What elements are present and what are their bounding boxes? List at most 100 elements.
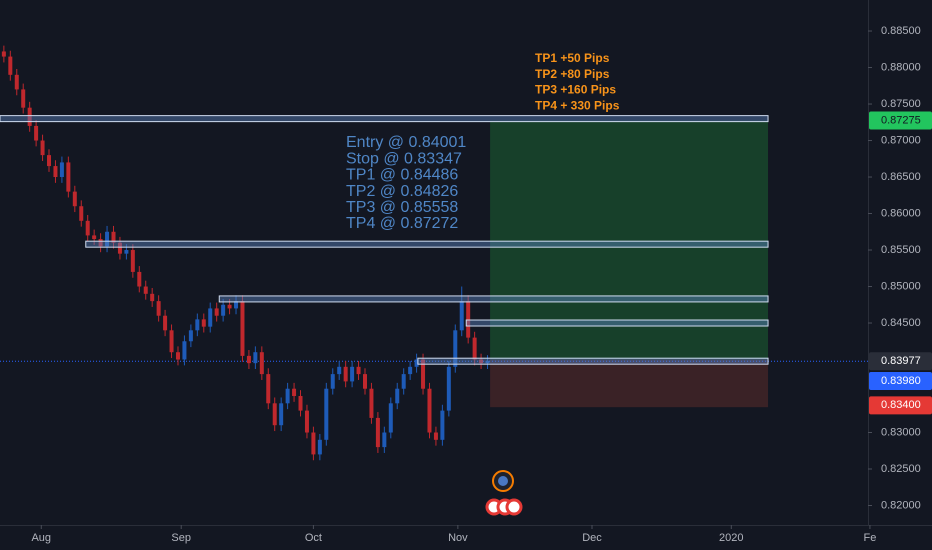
candle-body (234, 301, 239, 309)
candle-body (130, 250, 135, 272)
candle-body (21, 89, 26, 108)
price-label-box (869, 396, 932, 415)
candle-body (201, 319, 206, 327)
candle-body (137, 271, 142, 287)
candle-body (53, 166, 58, 178)
candle-body (330, 374, 335, 389)
candle-body (240, 301, 245, 356)
candle-body (208, 308, 213, 327)
candle-body (395, 388, 400, 404)
candle-body (433, 432, 438, 440)
trade-text: TP3 @ 0.85558 (346, 199, 458, 216)
candle-body (227, 304, 232, 309)
candle-body (453, 330, 458, 367)
candle-body (414, 359, 419, 367)
trade-text: Stop @ 0.83347 (346, 150, 462, 167)
candle-body (292, 388, 297, 397)
event-icons[interactable] (485, 470, 523, 516)
price-label-box (869, 371, 932, 390)
candle-body (350, 366, 355, 382)
candle-body (105, 231, 110, 247)
candle-body (59, 162, 64, 178)
loss-zone (490, 359, 769, 408)
y-tick-label: 0.85000 (881, 280, 921, 292)
price-label: 0.87275 (881, 114, 921, 126)
price-label: 0.83980 (881, 375, 921, 387)
candle-body (221, 304, 226, 316)
candle-body (466, 301, 471, 338)
candle-body (304, 410, 309, 433)
candle-body (440, 410, 445, 440)
candles (1, 45, 490, 461)
target-text: TP4 + 330 Pips (535, 98, 620, 112)
candle-body (79, 206, 84, 221)
candle-body (143, 286, 148, 294)
candle-body (298, 396, 303, 411)
candle-body (156, 301, 161, 316)
event-icon[interactable] (505, 498, 523, 516)
candle-body (279, 403, 284, 426)
price-label: 0.83977 (881, 355, 921, 367)
x-tick-label: Aug (31, 532, 51, 544)
candle-body (85, 220, 90, 236)
candle-body (169, 330, 174, 353)
candle-body (14, 74, 19, 90)
y-tick-label: 0.83000 (881, 426, 921, 438)
trade-text: TP2 @ 0.84826 (346, 183, 458, 200)
y-tick-label: 0.84500 (881, 317, 921, 329)
price-label-box (869, 111, 932, 130)
level-box (465, 319, 769, 327)
candle-body (47, 155, 52, 167)
candle-body (472, 337, 477, 360)
candle-body (182, 341, 187, 360)
candle-body (259, 352, 264, 375)
target-text: TP1 +50 Pips (535, 51, 610, 65)
candle-body (272, 403, 277, 426)
candle-body (317, 439, 322, 455)
candle-body (337, 366, 342, 375)
level-box (218, 295, 769, 303)
candle-body (163, 315, 168, 331)
candle-body (27, 107, 32, 126)
candle-body (382, 432, 387, 448)
candle-body (8, 56, 13, 75)
x-tick-label: Fe (864, 532, 877, 544)
candle-body (98, 239, 103, 247)
x-tick-label: Dec (582, 532, 602, 544)
candle-body (324, 388, 329, 440)
candle-body (150, 293, 155, 302)
candle-body (246, 355, 251, 364)
candle-body (117, 242, 122, 254)
candle-body (485, 360, 490, 364)
trade-text: Entry @ 0.84001 (346, 134, 466, 151)
candle-body (343, 366, 348, 382)
y-tick-label: 0.86500 (881, 171, 921, 183)
candle-body (408, 366, 413, 375)
candle-body (401, 374, 406, 389)
y-tick-label: 0.87000 (881, 134, 921, 146)
event-icon-dot (498, 476, 508, 486)
candle-body (1, 51, 6, 57)
candle-body (188, 330, 193, 342)
y-tick-label: 0.86000 (881, 207, 921, 219)
price-label-box (869, 352, 932, 371)
candle-body (40, 140, 45, 156)
candle-body (388, 403, 393, 433)
y-tick-label: 0.88000 (881, 61, 921, 73)
candle-body (34, 125, 39, 141)
candle-body (66, 162, 71, 192)
candle-body (311, 432, 316, 455)
candle-body (459, 301, 464, 331)
x-tick-label: Sep (171, 532, 191, 544)
candle-body (111, 231, 116, 243)
candle-body (92, 235, 97, 240)
candle-body (175, 352, 180, 360)
y-tick-label: 0.87500 (881, 98, 921, 110)
price-label: 0.83400 (881, 399, 921, 411)
level-box (85, 240, 769, 248)
y-tick-label: 0.85500 (881, 244, 921, 256)
candle-body (72, 191, 77, 207)
candle-body (285, 388, 290, 404)
